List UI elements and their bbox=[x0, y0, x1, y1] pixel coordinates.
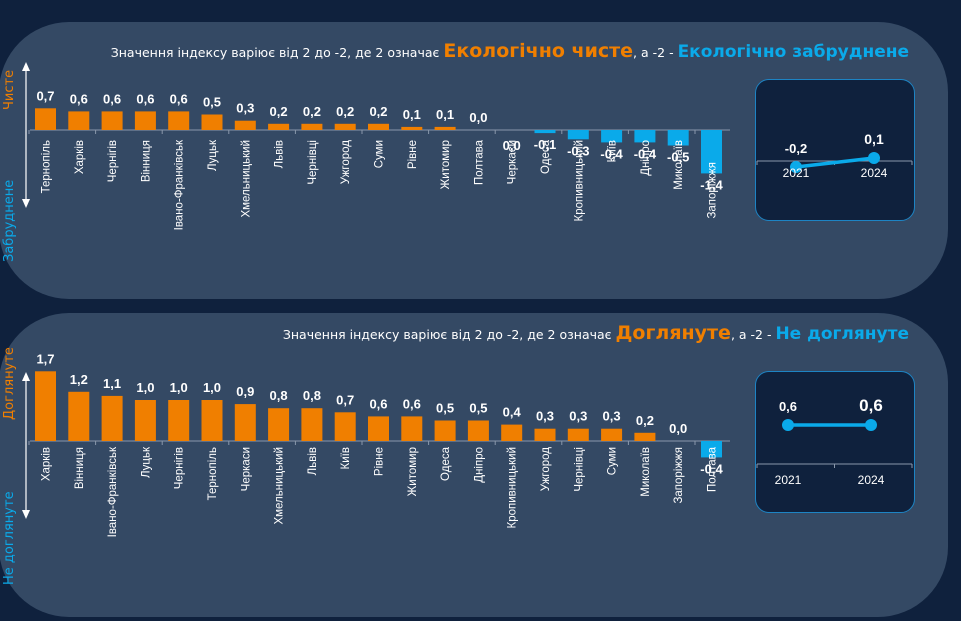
ecology-trend-card bbox=[755, 79, 915, 221]
ecology-ylabel-bottom: Забруднене bbox=[2, 179, 17, 262]
ecology-negative-term: Екологічно забруднене bbox=[677, 42, 909, 62]
maintenance-ylabel-bottom: Не доглянуте bbox=[2, 491, 17, 585]
maintenance-subtitle-middle: , а -2 - bbox=[730, 327, 776, 342]
maintenance-subtitle: Значення індексу варіює від 2 до -2, де … bbox=[283, 322, 909, 344]
maintenance-positive-term: Доглянуте bbox=[615, 322, 731, 344]
maintenance-ylabel-top: Доглянуте bbox=[2, 347, 17, 420]
ecology-positive-term: Екологічно чисте bbox=[443, 40, 634, 62]
ecology-ylabel-top: Чисте bbox=[2, 69, 17, 110]
maintenance-subtitle-prefix: Значення індексу варіює від 2 до -2, де … bbox=[282, 327, 616, 342]
maintenance-trend-card bbox=[755, 371, 915, 513]
ecology-subtitle-prefix: Значення індексу варіює від 2 до -2, де … bbox=[110, 45, 444, 60]
ecology-subtitle-middle: , а -2 - bbox=[633, 45, 678, 60]
maintenance-negative-term: Не доглянуте bbox=[775, 324, 909, 344]
ecology-subtitle: Значення індексу варіює від 2 до -2, де … bbox=[111, 40, 909, 62]
